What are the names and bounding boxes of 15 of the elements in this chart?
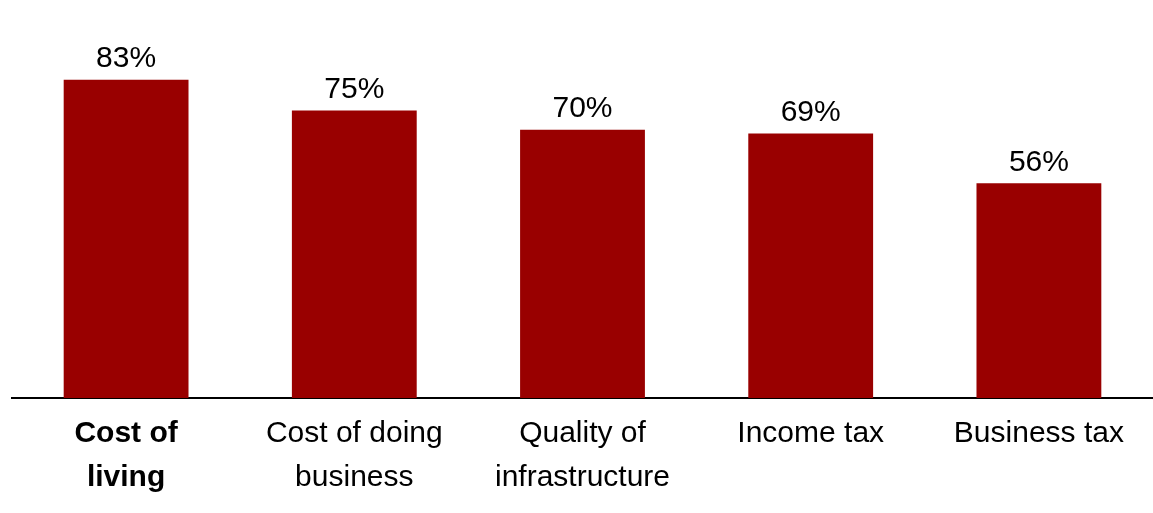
data-label: 69%	[780, 93, 841, 127]
data-label: 56%	[1008, 143, 1069, 177]
bar	[520, 129, 645, 398]
data-label: 83%	[96, 40, 157, 74]
x-tick-label: Quality of infrastructure	[494, 415, 671, 492]
data-label: 75%	[324, 70, 385, 104]
bar	[976, 183, 1102, 398]
x-tick-label: Cost of doing business	[265, 415, 443, 492]
data-label: 70%	[552, 89, 613, 123]
bar	[291, 110, 417, 398]
bar	[63, 79, 189, 398]
x-tick-label: Income tax	[737, 415, 885, 449]
bar	[748, 133, 874, 398]
x-tick-label: Business tax	[953, 415, 1124, 449]
x-tick-label: Cost of living	[74, 415, 179, 492]
